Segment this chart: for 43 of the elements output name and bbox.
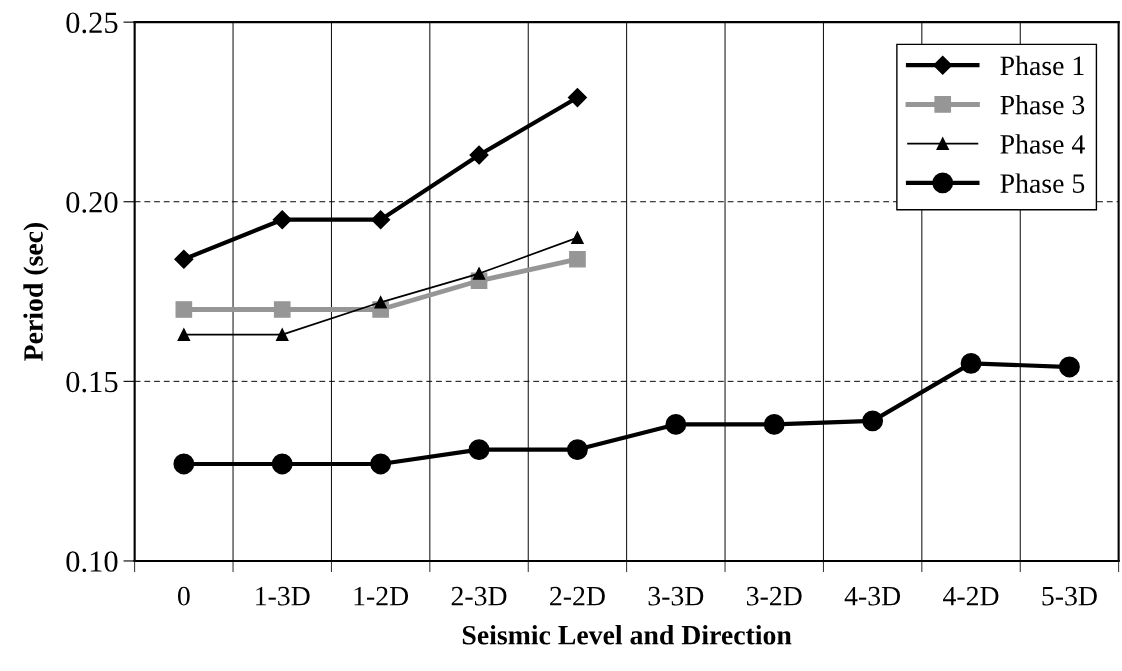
point [571,231,584,244]
point [468,439,490,461]
x-tick-label: 2-3D [451,586,507,606]
legend-label: Phase 5 [1000,173,1085,193]
x-tick-label: 4-2D [943,586,999,606]
point [271,453,293,475]
legend-label: Phase 4 [1000,134,1085,154]
point [175,301,193,318]
point [371,210,391,230]
point [272,210,292,230]
point [370,453,392,475]
y-tick-label: 0.20 [66,192,118,213]
point [665,414,687,435]
x-tick-label: 0 [177,586,190,606]
point [567,88,587,108]
point [472,267,486,280]
point [763,414,785,435]
y-axis-title: Period (sec) [23,222,49,361]
point [174,249,194,269]
point [275,328,289,341]
legend-label: Phase 1 [1000,55,1084,76]
x-tick-label: 3-2D [747,586,802,606]
x-tick-label: 1-2D [354,586,409,606]
point [273,301,291,318]
y-tick-label: 0.10 [66,551,118,572]
point [960,352,982,374]
y-tick-label: 0.15 [66,371,118,393]
point [177,328,191,341]
point [862,410,884,432]
x-tick-label: 3-3D [648,586,704,606]
point [374,296,387,309]
x-axis-title: Seismic Level and Direction [462,625,792,645]
y-tick-label: 0.25 [66,12,118,34]
point [1059,356,1080,378]
point [569,250,586,268]
point [567,439,588,461]
point [469,145,489,165]
x-tick-label: 2-2D [550,586,605,606]
point [173,453,195,475]
x-tick-label: 4-3D [844,586,901,606]
legend-label: Phase 3 [1000,94,1085,115]
x-tick-label: 1-3D [256,586,310,606]
x-tick-label: 5-3D [1042,586,1097,606]
